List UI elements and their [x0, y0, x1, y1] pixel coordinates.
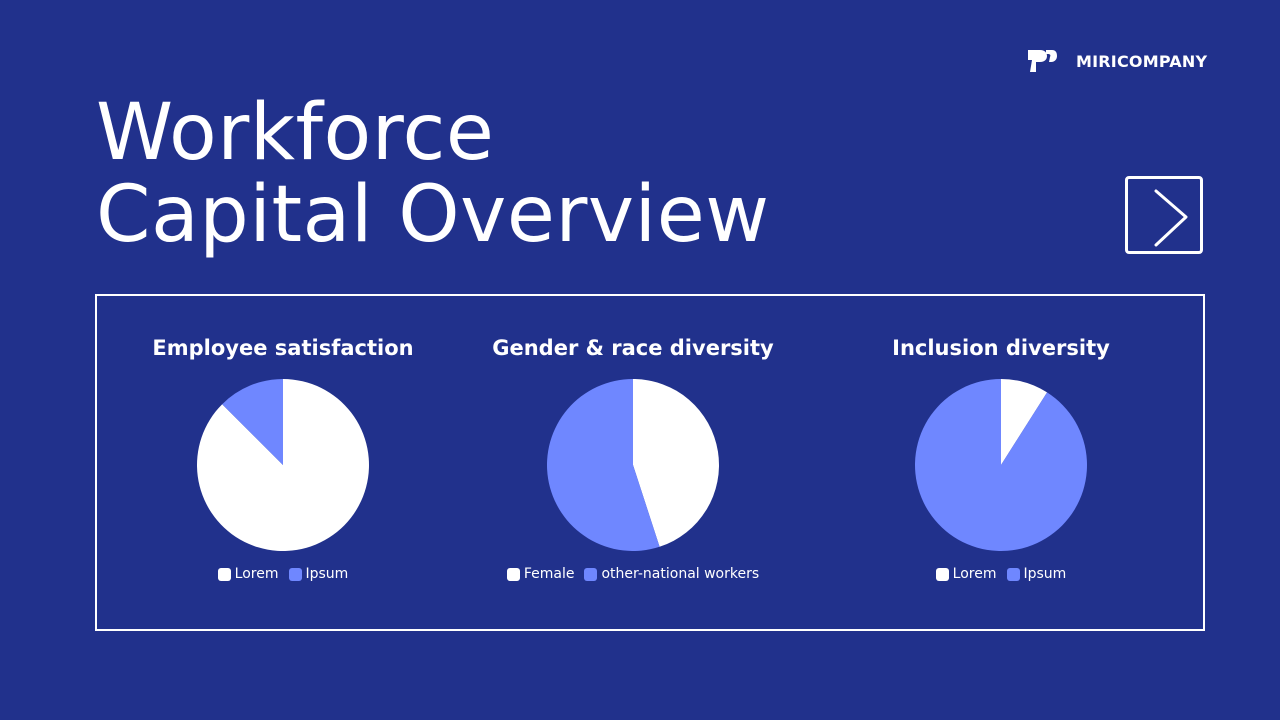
- swatch: [288, 567, 302, 581]
- chart-inclusion-diversity: Inclusion diversity Lorem Ipsum: [831, 296, 1171, 582]
- legend-item: Female: [506, 566, 574, 582]
- pie-slice: [915, 379, 1087, 551]
- charts-panel: Employee satisfaction Lorem Ipsum Gender…: [95, 294, 1205, 631]
- pie-chart: [915, 379, 1087, 551]
- swatch: [935, 567, 949, 581]
- swatch: [506, 567, 520, 581]
- logo-icon: [1028, 50, 1057, 72]
- legend-item: Ipsum: [288, 566, 348, 582]
- chevron-right-icon: [1154, 189, 1188, 247]
- pie-slice: [547, 379, 660, 551]
- pie-slice: [222, 379, 283, 465]
- legend-item: Lorem: [217, 566, 279, 582]
- page-title: Workforce Capital Overview: [96, 88, 770, 260]
- legend-item: Ipsum: [1006, 566, 1066, 582]
- next-button[interactable]: [1125, 176, 1203, 254]
- pie-chart: [547, 379, 719, 551]
- chart-legend: Female other-national workers: [463, 566, 803, 582]
- pie-slice: [1001, 379, 1048, 465]
- chart-title: Gender & race diversity: [492, 336, 774, 360]
- swatch: [1006, 567, 1020, 581]
- brand-logo: MIRICOMPANY: [1026, 48, 1207, 74]
- pie-slice: [633, 379, 719, 547]
- pie-chart: [197, 379, 369, 551]
- chart-employee-satisfaction: Employee satisfaction Lorem Ipsum: [113, 296, 453, 582]
- chart-gender-race-diversity: Gender & race diversity Female other-nat…: [463, 296, 803, 582]
- swatch: [584, 567, 598, 581]
- chart-title: Inclusion diversity: [892, 336, 1110, 360]
- chart-legend: Lorem Ipsum: [831, 566, 1171, 582]
- legend-item: other-national workers: [584, 566, 759, 582]
- swatch: [217, 567, 231, 581]
- chart-legend: Lorem Ipsum: [113, 566, 453, 582]
- chart-title: Employee satisfaction: [152, 336, 414, 360]
- brand-name: MIRICOMPANY: [1076, 51, 1208, 71]
- legend-item: Lorem: [935, 566, 997, 582]
